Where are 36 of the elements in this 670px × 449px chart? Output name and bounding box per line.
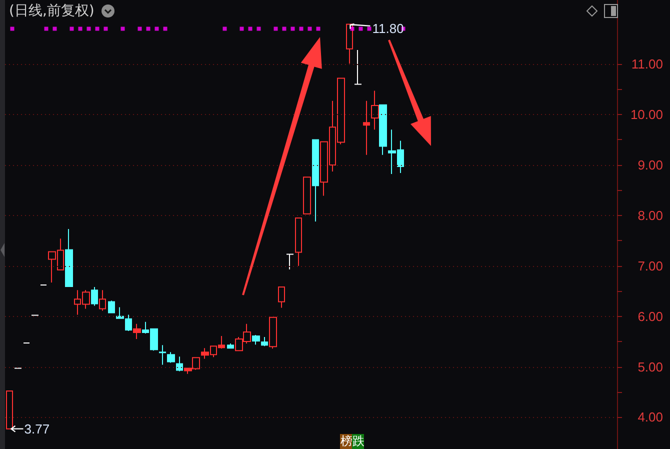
candlestick xyxy=(108,300,115,314)
candlestick xyxy=(269,316,277,350)
y-tick-label: 8.00 xyxy=(638,208,663,223)
candlestick xyxy=(227,343,234,350)
candlestick xyxy=(363,100,370,156)
y-tick-label: 10.00 xyxy=(630,107,663,122)
annotation: 榜 xyxy=(340,434,352,449)
chart-title: (日线,前复权) xyxy=(9,2,94,20)
y-tick-label: 11.00 xyxy=(631,56,663,72)
candlestick xyxy=(295,217,302,266)
candlestick xyxy=(99,290,106,312)
annotation: 跌 xyxy=(352,434,364,449)
candlestick xyxy=(354,49,362,85)
candlestick xyxy=(91,286,98,306)
candlestick xyxy=(261,336,268,347)
y-tick-label: 5.00 xyxy=(638,359,663,374)
annotation: 11.80 xyxy=(372,21,404,36)
candlestick xyxy=(312,139,319,222)
candlestick xyxy=(278,286,285,308)
y-tick-label: 4.00 xyxy=(638,410,663,425)
candlestick xyxy=(346,23,353,64)
candlestick xyxy=(167,352,175,364)
annotation: 3.77 xyxy=(24,421,50,436)
candlestick xyxy=(286,254,294,270)
y-tick-label: 9.00 xyxy=(638,157,663,172)
candlestick xyxy=(176,356,183,372)
y-tick-label: 7.00 xyxy=(638,258,663,274)
candlestick xyxy=(159,344,166,366)
candlestick xyxy=(133,323,141,340)
candlestick xyxy=(371,90,379,130)
candlestick xyxy=(379,104,387,156)
candlestick xyxy=(252,334,260,346)
candlestick xyxy=(6,390,13,430)
candlestick xyxy=(303,176,311,214)
y-tick-label: 6.00 xyxy=(638,308,663,324)
candlestick xyxy=(65,228,73,288)
